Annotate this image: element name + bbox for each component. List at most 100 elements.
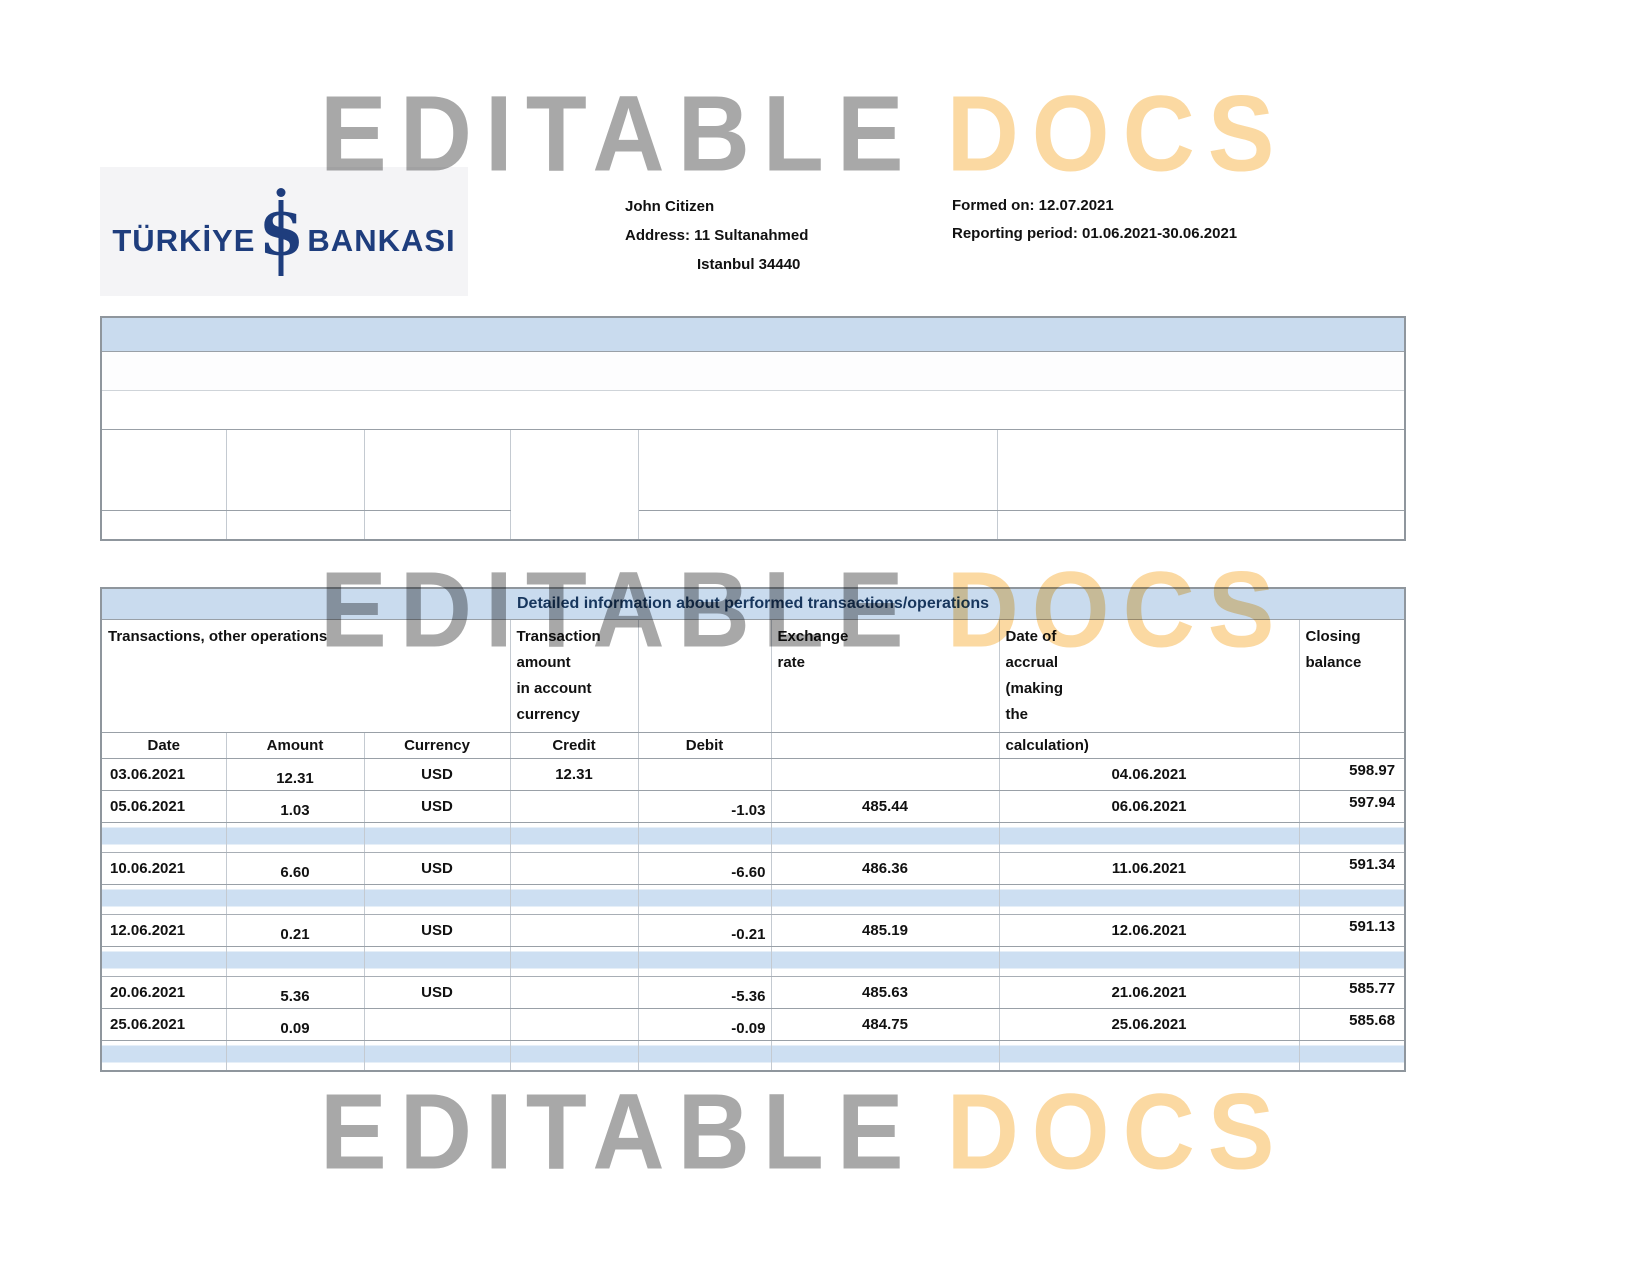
spacer-cell xyxy=(363,822,511,853)
spacer-cell xyxy=(225,822,365,853)
summary-header-row xyxy=(100,429,1406,541)
cell-date: 10.06.2021 xyxy=(100,852,227,885)
cell-debit: -6.60 xyxy=(637,852,772,885)
spacer-cell xyxy=(225,1040,365,1072)
statement-meta: Formed on: 12.07.2021 Reporting period: … xyxy=(952,192,1237,248)
transactions-sub-header-row: Date Amount Currency Credit Debit calcul… xyxy=(100,732,1406,759)
cell-accrual: 12.06.2021 xyxy=(998,914,1300,947)
spacer-cell xyxy=(225,946,365,977)
cell-rate: 486.36 xyxy=(770,852,1000,885)
sub-header-date: Date xyxy=(100,732,227,759)
spacer-cell xyxy=(509,884,639,915)
transactions-title: Detailed information about performed tra… xyxy=(100,587,1406,620)
group-header-transactions: Transactions, other operations xyxy=(100,619,511,733)
value-debits xyxy=(363,510,511,541)
transaction-row: 10.06.2021 6.60 USD -6.60 486.36 11.06.2021 59… xyxy=(100,852,1406,885)
customer-address: Address: 11 Sultanahmed xyxy=(625,227,809,244)
transaction-row: 25.06.2021 0.09 -0.09 484.75 25.06.2021 585.6… xyxy=(100,1008,1406,1041)
group-header-exchange-rate: Exchange rate xyxy=(770,619,1000,733)
cell-currency: USD xyxy=(363,758,511,791)
cell-date: 12.06.2021 xyxy=(100,914,227,947)
spacer-cell xyxy=(998,946,1300,977)
watermark-editable-text: EDITABLE xyxy=(320,1071,917,1193)
cell-date: 20.06.2021 xyxy=(100,976,227,1009)
transaction-row: 20.06.2021 5.36 USD -5.36 485.63 21.06.2021 58… xyxy=(100,976,1406,1009)
spacer-cell xyxy=(100,946,227,977)
group-header-accrual: Date of accrual (making the xyxy=(998,619,1300,733)
transactions-group-header-row: Transactions, other operations Transacti… xyxy=(100,619,1406,733)
notice-row-1 xyxy=(100,351,1406,391)
cell-currency: USD xyxy=(363,914,511,947)
spacer-cell xyxy=(770,1040,1000,1072)
spacer-cell xyxy=(637,1040,772,1072)
cell-amount: 5.36 xyxy=(225,976,365,1009)
spacer-cell xyxy=(998,884,1300,915)
transactions-table: Detailed information about performed tra… xyxy=(100,587,1407,1072)
sub-header-rate-empty xyxy=(770,732,1000,759)
spacer-cell xyxy=(770,884,1000,915)
cell-debit: -0.21 xyxy=(637,914,772,947)
cell-date: 03.06.2021 xyxy=(100,758,227,791)
transactions-title-row: Detailed information about performed tra… xyxy=(100,587,1406,620)
spacer-row xyxy=(100,946,1406,977)
cell-accrual: 11.06.2021 xyxy=(998,852,1300,885)
spacer-row xyxy=(100,884,1406,915)
cell-closing: 598.97 xyxy=(1298,758,1406,791)
sub-header-debit: Debit xyxy=(637,732,772,759)
reporting-period: Reporting period: 01.06.2021-30.06.2021 xyxy=(952,225,1238,242)
cell-credit: 12.31 xyxy=(509,758,639,791)
value-penalties xyxy=(996,510,1406,541)
cell-closing: 591.13 xyxy=(1298,914,1406,947)
transaction-row: 12.06.2021 0.21 USD -0.21 485.19 12.06.2021 59… xyxy=(100,914,1406,947)
value-commission xyxy=(637,510,998,541)
cell-currency xyxy=(363,1008,511,1041)
sub-header-amount: Amount xyxy=(225,732,365,759)
symbol-s: S xyxy=(260,199,303,268)
bank-logo: TÜRKİYE S BANKASI xyxy=(100,167,468,296)
notice-line-1 xyxy=(100,351,1406,391)
cell-accrual: 06.06.2021 xyxy=(998,790,1300,823)
sub-header-calculation: calculation) xyxy=(998,732,1300,759)
spacer-cell xyxy=(770,822,1000,853)
group-header-empty-debit xyxy=(637,619,772,733)
watermark-bottom: EDITABLE DOCS xyxy=(320,1078,1288,1186)
spacer-row xyxy=(100,822,1406,853)
cell-closing: 585.68 xyxy=(1298,1008,1406,1041)
cell-accrual: 04.06.2021 xyxy=(998,758,1300,791)
sub-header-credit: Credit xyxy=(509,732,639,759)
value-credits xyxy=(225,510,365,541)
cell-credit xyxy=(509,852,639,885)
spacer-cell xyxy=(770,946,1000,977)
logo-word-right: BANKASI xyxy=(307,222,456,258)
symbol-dot xyxy=(276,187,286,197)
cell-amount: 12.31 xyxy=(225,758,365,791)
customer-city: Istanbul 34440 xyxy=(697,256,801,273)
cell-debit: -5.36 xyxy=(637,976,772,1009)
transactions-body: 03.06.2021 12.31 USD 12.31 04.06.2021 598.97 0… xyxy=(100,758,1406,1072)
header-opening-balance xyxy=(100,429,227,511)
summary-values-row xyxy=(100,510,1406,541)
value-opening-balance xyxy=(100,510,227,541)
spacer-cell xyxy=(1298,946,1406,977)
group-header-closing: Closing balance xyxy=(1298,619,1406,733)
customer-name: John Citizen xyxy=(625,198,715,215)
spacer-cell xyxy=(509,946,639,977)
summary-table xyxy=(100,316,1407,541)
spacer-cell xyxy=(509,1040,639,1072)
sub-header-closing-empty xyxy=(1298,732,1406,759)
transaction-row: 05.06.2021 1.03 USD -1.03 485.44 06.06.2021 59… xyxy=(100,790,1406,823)
spacer-cell xyxy=(100,884,227,915)
cell-credit xyxy=(509,790,639,823)
cell-rate: 484.75 xyxy=(770,1008,1000,1041)
symbol-bar xyxy=(278,199,284,276)
cell-amount: 0.09 xyxy=(225,1008,365,1041)
spacer-cell xyxy=(998,822,1300,853)
cell-rate xyxy=(770,758,1000,791)
cell-currency: USD xyxy=(363,976,511,1009)
spacer-cell xyxy=(998,1040,1300,1072)
cell-rate: 485.63 xyxy=(770,976,1000,1009)
group-header-amount-currency: Transaction amount in account currency xyxy=(509,619,639,733)
formed-on: Formed on: 12.07.2021 xyxy=(952,197,1114,214)
spacer-row xyxy=(100,1040,1406,1072)
